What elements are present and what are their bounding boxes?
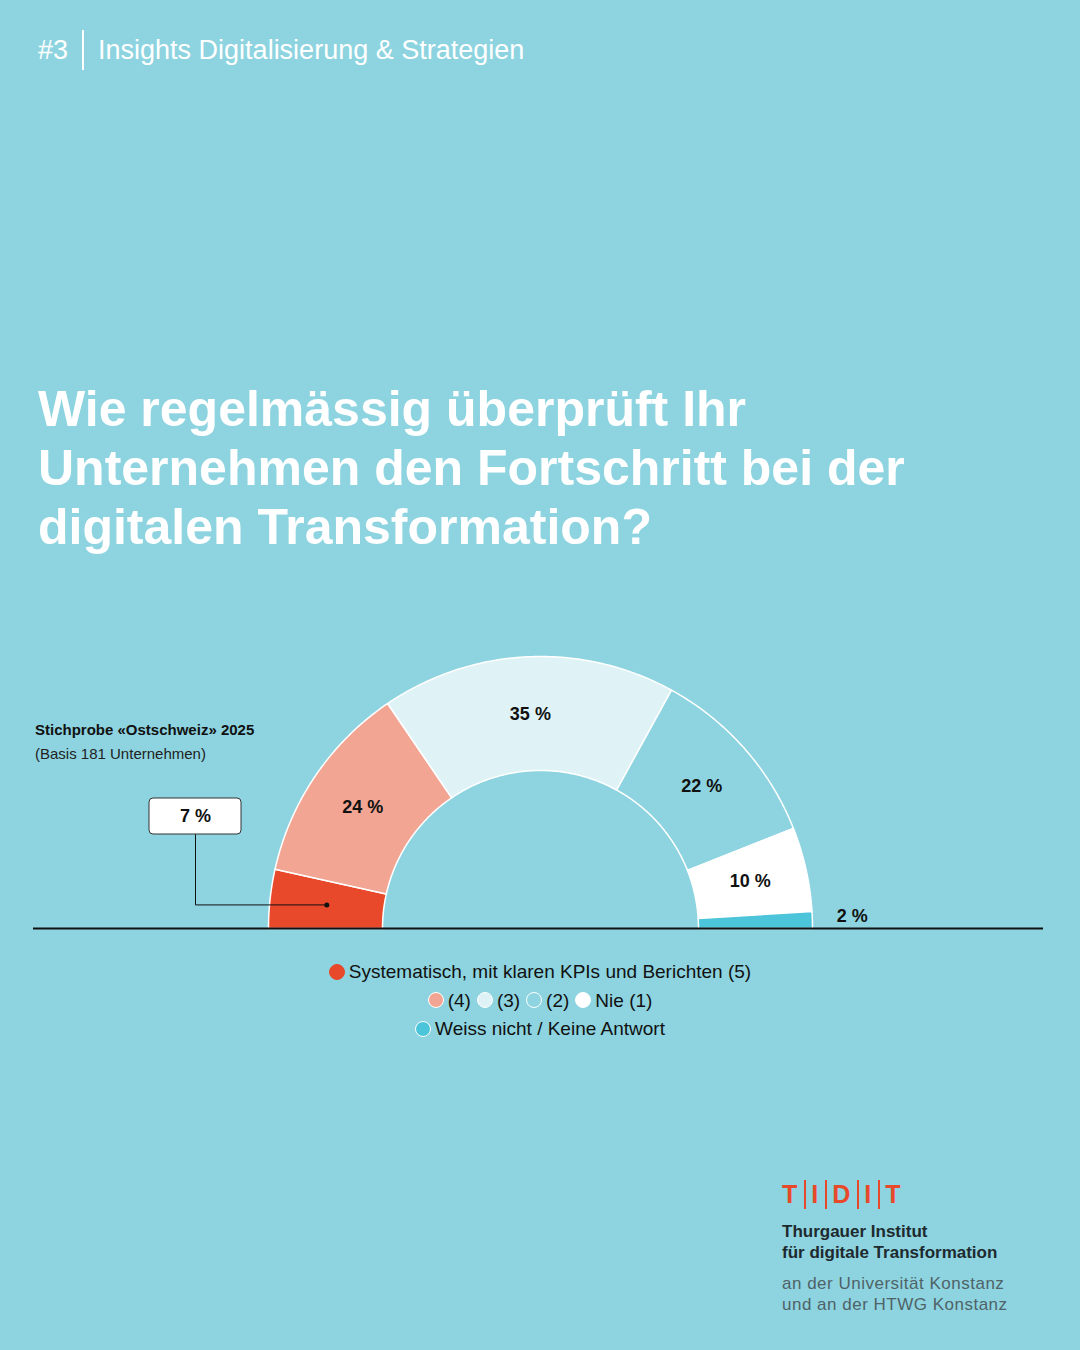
html-text:D: D — [832, 1180, 853, 1208]
svg-text:24 %: 24 % — [342, 797, 383, 817]
html-text:Thurgauer Institut: Thurgauer Institut — [782, 1222, 928, 1241]
html-text:Stichprobe «Ostschweiz» 2025: Stichprobe «Ostschweiz» 2025 — [35, 721, 255, 738]
html-text:Weiss nicht / Keine Antwort: Weiss nicht / Keine Antwort — [435, 1018, 665, 1039]
html-text:I: I — [811, 1180, 821, 1208]
html-text:für digitale Transformation: für digitale Transformation — [782, 1243, 998, 1262]
html-text:(2): (2) — [546, 989, 570, 1011]
svg-text:10 %: 10 % — [730, 871, 771, 891]
svg-text:2 %: 2 % — [837, 906, 868, 926]
svg-text:35 %: 35 % — [510, 703, 551, 723]
html-text:(Basis 181 Unternehmen): (Basis 181 Unternehmen) — [35, 745, 206, 762]
html-text:Nie (1): Nie (1) — [595, 989, 653, 1011]
html-text:Wie regelmässig überprüft Ihr: Wie regelmässig überprüft Ihr Unternehme… — [38, 381, 905, 555]
html-text:(3): (3) — [496, 989, 521, 1011]
html-text:(4): (4) — [447, 989, 471, 1011]
html-text:an der Universität Konstanz: an der Universität Konstanz — [782, 1274, 1005, 1293]
html-text:Systematisch, mit klaren KPIs: Systematisch, mit klaren KPIs und Berich… — [348, 961, 752, 982]
svg-text:7 %: 7 % — [180, 806, 211, 826]
html-text:T: T — [885, 1180, 903, 1208]
html-text:#3: #3 — [38, 34, 68, 65]
html-text:und an der HTWG Konstanz: und an der HTWG Konstanz — [782, 1295, 1008, 1314]
html-text:Insights Digitalisierung & Str: Insights Digitalisierung & Strategien — [98, 34, 525, 65]
html-text:T: T — [782, 1180, 800, 1208]
html-text:I: I — [864, 1180, 874, 1208]
svg-text:22 %: 22 % — [681, 776, 722, 796]
